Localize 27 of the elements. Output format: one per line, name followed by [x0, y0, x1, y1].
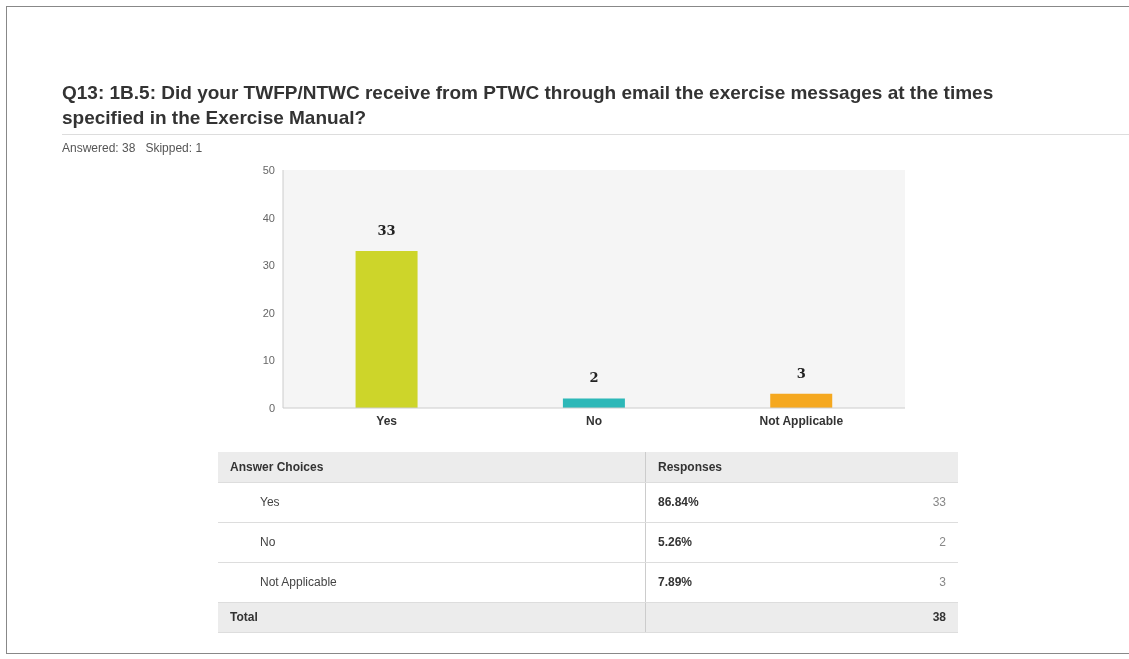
- text: Answered: 38 Skipped: 1: [62, 141, 203, 155]
- text: Answer Choices: [218, 452, 646, 482]
- text: 7.89%: [645, 562, 845, 602]
- y-tick-label: 20: [262, 306, 275, 319]
- category-label: Not Applicable: [260, 575, 337, 589]
- data-label: 2: [589, 370, 599, 386]
- text: 5.26%: [645, 522, 845, 562]
- text: Total: [218, 602, 646, 632]
- x-tick-label: Yes: [376, 413, 398, 428]
- x-tick-label: Not Applicable: [759, 413, 844, 428]
- chart-title: Q13: 1B.5: Did your TWFP/NTWC receive from PTWC through email the exercise messages at the times specified in the Exercise Manual?: [62, 81, 995, 130]
- y-tick-label: 0: [268, 401, 275, 414]
- text: Responses: [645, 452, 958, 482]
- data-label: 33: [377, 222, 396, 238]
- text: 2: [844, 522, 958, 562]
- category-label: No: [260, 535, 276, 549]
- data-label: 3: [796, 365, 806, 381]
- x-tick-label: No: [586, 413, 602, 428]
- category-label: Yes: [260, 495, 280, 509]
- y-tick-label: 40: [262, 211, 275, 224]
- text: 38: [844, 602, 958, 632]
- text: 33: [844, 482, 958, 522]
- y-tick-label: 10: [262, 354, 275, 367]
- y-tick-label: 30: [262, 259, 275, 272]
- y-tick-label: 50: [262, 163, 275, 176]
- text: 3: [844, 562, 958, 602]
- text: 86.84%: [645, 482, 845, 522]
